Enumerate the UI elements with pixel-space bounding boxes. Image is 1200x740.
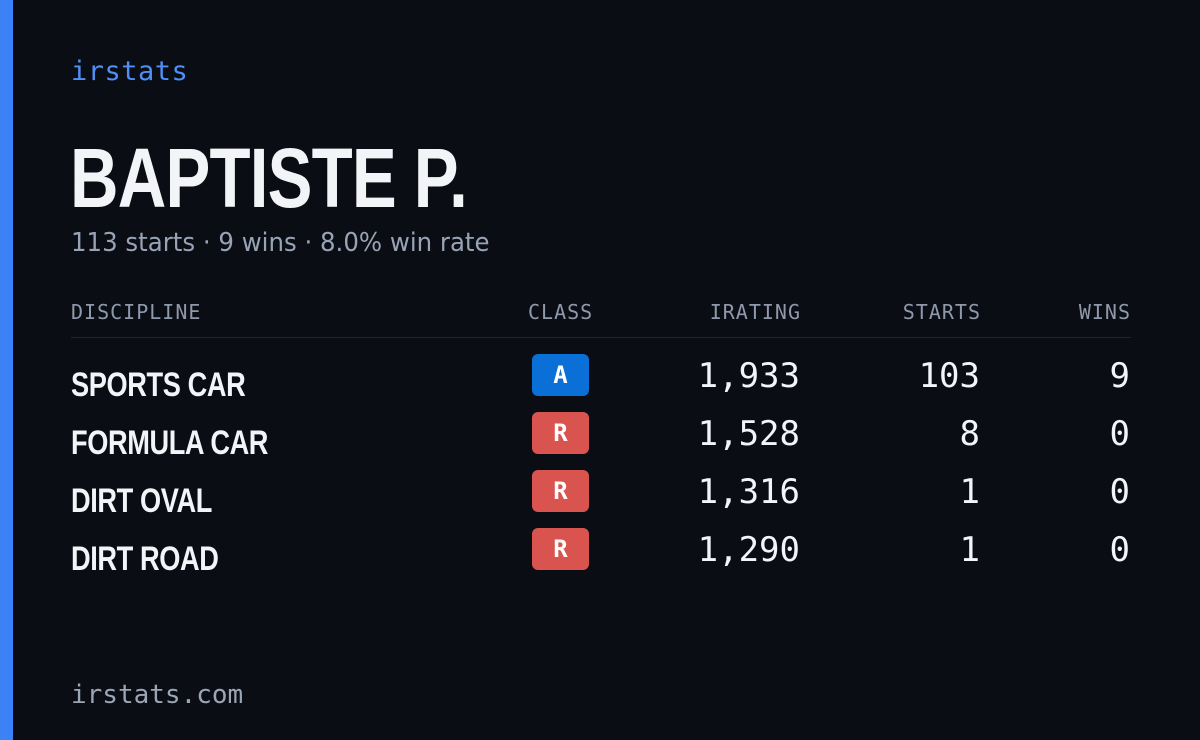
header-starts: STARTS xyxy=(902,300,981,324)
wins-value: 9 xyxy=(1109,356,1130,396)
wins-value: 0 xyxy=(1109,530,1130,570)
discipline-name: SPORTS CAR xyxy=(71,366,246,404)
irating-value: 1,290 xyxy=(697,530,800,570)
class-badge: R xyxy=(532,528,589,570)
driver-summary: 113 starts · 9 wins · 8.0% win rate xyxy=(71,228,490,258)
header-class: CLASS xyxy=(528,300,594,324)
starts-value: 1 xyxy=(959,530,980,570)
starts-value: 1 xyxy=(959,472,980,512)
stats-table-body: SPORTS CAR A 1,933 103 9 FORMULA CAR R 1… xyxy=(71,354,1131,586)
wins-value: 0 xyxy=(1109,414,1130,454)
table-row: FORMULA CAR R 1,528 8 0 xyxy=(71,412,1131,470)
brand-logo-text: irstats xyxy=(71,56,189,87)
class-badge: R xyxy=(532,470,589,512)
table-row: DIRT OVAL R 1,316 1 0 xyxy=(71,470,1131,528)
irating-value: 1,316 xyxy=(697,472,800,512)
driver-name: BAPTISTE P. xyxy=(70,131,468,225)
header-wins: WINS xyxy=(1078,300,1131,324)
discipline-name: DIRT OVAL xyxy=(71,482,212,520)
wins-value: 0 xyxy=(1109,472,1130,512)
table-row: SPORTS CAR A 1,933 103 9 xyxy=(71,354,1131,412)
footer-url: irstats.com xyxy=(71,680,244,710)
discipline-name: FORMULA CAR xyxy=(71,424,269,462)
class-badge: R xyxy=(532,412,589,454)
header-discipline: DISCIPLINE xyxy=(71,300,202,324)
stats-table-header: DISCIPLINE CLASS IRATING STARTS WINS xyxy=(71,300,1131,338)
accent-bar xyxy=(0,0,13,740)
class-badge: A xyxy=(532,354,589,396)
starts-value: 8 xyxy=(959,414,980,454)
discipline-name: DIRT ROAD xyxy=(71,540,219,578)
irating-value: 1,528 xyxy=(697,414,800,454)
table-row: DIRT ROAD R 1,290 1 0 xyxy=(71,528,1131,586)
starts-value: 103 xyxy=(918,356,980,396)
irating-value: 1,933 xyxy=(697,356,800,396)
header-irating: IRATING xyxy=(709,300,801,324)
